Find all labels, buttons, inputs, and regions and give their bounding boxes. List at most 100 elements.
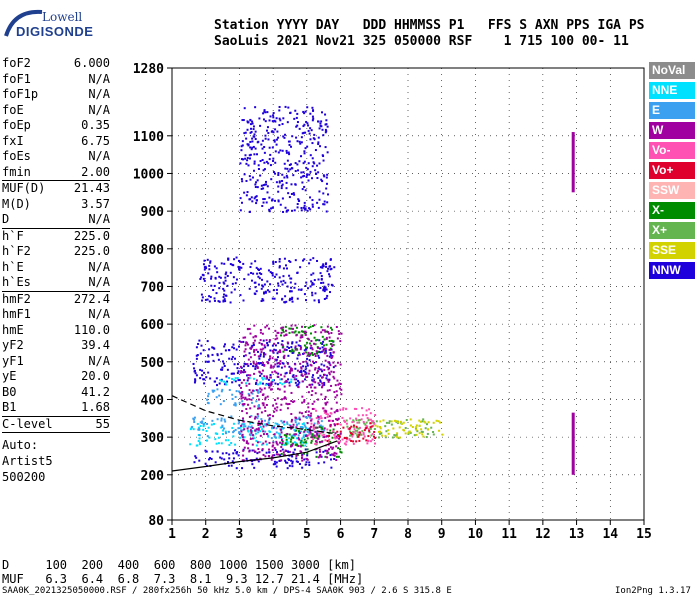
echo-point xyxy=(216,450,219,453)
echo-point xyxy=(330,384,333,387)
echo-point xyxy=(290,436,293,439)
echo-point xyxy=(385,430,388,433)
echo-point xyxy=(293,428,296,431)
echo-point xyxy=(320,125,323,128)
echo-point xyxy=(271,445,274,448)
echo-point xyxy=(224,279,227,282)
echo-point xyxy=(312,427,315,430)
echo-point xyxy=(317,430,320,433)
echo-point xyxy=(256,362,259,365)
echo-point xyxy=(244,157,247,160)
echo-point xyxy=(300,371,303,374)
echo-point xyxy=(295,418,298,421)
echo-point xyxy=(263,375,266,378)
echo-point xyxy=(289,297,292,300)
echo-point xyxy=(304,333,307,336)
echo-point xyxy=(287,151,290,154)
echo-point xyxy=(289,425,292,428)
echo-point xyxy=(262,355,265,358)
echo-point xyxy=(278,117,281,120)
echo-point xyxy=(259,331,262,334)
echo-point xyxy=(295,457,298,460)
echo-point xyxy=(240,158,243,161)
echo-point xyxy=(224,420,227,423)
echo-point xyxy=(245,408,248,411)
echo-point xyxy=(327,361,330,364)
echo-point xyxy=(292,426,295,429)
echo-point xyxy=(287,378,290,381)
auto-line: 500200 xyxy=(2,470,46,484)
echo-point xyxy=(319,351,322,354)
echo-point xyxy=(205,439,208,442)
echo-point xyxy=(279,349,282,352)
echo-point xyxy=(303,331,306,334)
echo-point xyxy=(273,140,276,143)
echo-point xyxy=(311,407,314,410)
echo-point xyxy=(322,203,325,206)
echo-point xyxy=(303,399,306,402)
echo-point xyxy=(290,346,293,349)
echo-point xyxy=(283,136,286,139)
echo-point xyxy=(388,421,391,424)
echo-point xyxy=(243,191,246,194)
echo-point xyxy=(231,282,234,285)
echo-point xyxy=(287,209,290,212)
echo-point xyxy=(235,278,238,281)
echo-point xyxy=(304,441,307,444)
echo-point xyxy=(292,400,295,403)
echo-point xyxy=(320,393,323,396)
echo-point xyxy=(351,435,354,438)
echo-point xyxy=(416,430,419,433)
echo-point xyxy=(304,325,307,328)
echo-point xyxy=(229,271,232,274)
echo-point xyxy=(281,437,284,440)
echo-point xyxy=(241,433,244,436)
echo-point xyxy=(314,149,317,152)
echo-point xyxy=(325,288,328,291)
echo-point xyxy=(230,441,233,444)
echo-point xyxy=(323,352,326,355)
echo-point xyxy=(254,281,257,284)
echo-point xyxy=(248,415,251,418)
echo-point xyxy=(336,436,339,439)
echo-point xyxy=(205,450,208,453)
echo-point xyxy=(303,201,306,204)
echo-point xyxy=(281,398,284,401)
echo-point xyxy=(275,371,278,374)
echo-point xyxy=(242,396,245,399)
echo-point xyxy=(321,384,324,387)
echo-point xyxy=(278,388,281,391)
echo-point xyxy=(413,434,416,437)
echo-point xyxy=(222,281,225,284)
echo-point xyxy=(270,199,273,202)
echo-point xyxy=(306,122,309,125)
echo-point xyxy=(313,342,316,345)
echo-point xyxy=(299,362,302,365)
echo-point xyxy=(262,187,265,190)
echo-point xyxy=(309,363,312,366)
echo-point xyxy=(242,403,245,406)
echo-point xyxy=(283,423,286,426)
echo-point xyxy=(286,341,289,344)
echo-point xyxy=(321,266,324,269)
echo-point xyxy=(257,391,260,394)
echo-point xyxy=(292,350,295,353)
echo-point xyxy=(206,298,209,301)
echo-point xyxy=(229,301,232,304)
echo-point xyxy=(206,435,209,438)
echo-point xyxy=(250,130,253,133)
echo-point xyxy=(269,349,272,352)
param-row: foF1p N/A xyxy=(2,87,110,103)
echo-point xyxy=(316,426,319,429)
echo-point xyxy=(286,345,289,348)
echo-point xyxy=(276,292,279,295)
echo-point xyxy=(198,459,201,462)
echo-point xyxy=(195,456,198,459)
echo-point xyxy=(200,276,203,279)
echo-point xyxy=(257,398,260,401)
legend-item: NNW xyxy=(649,262,695,279)
echo-point xyxy=(256,413,259,416)
echo-point xyxy=(277,424,280,427)
echo-point xyxy=(314,354,317,357)
echo-point xyxy=(282,330,285,333)
